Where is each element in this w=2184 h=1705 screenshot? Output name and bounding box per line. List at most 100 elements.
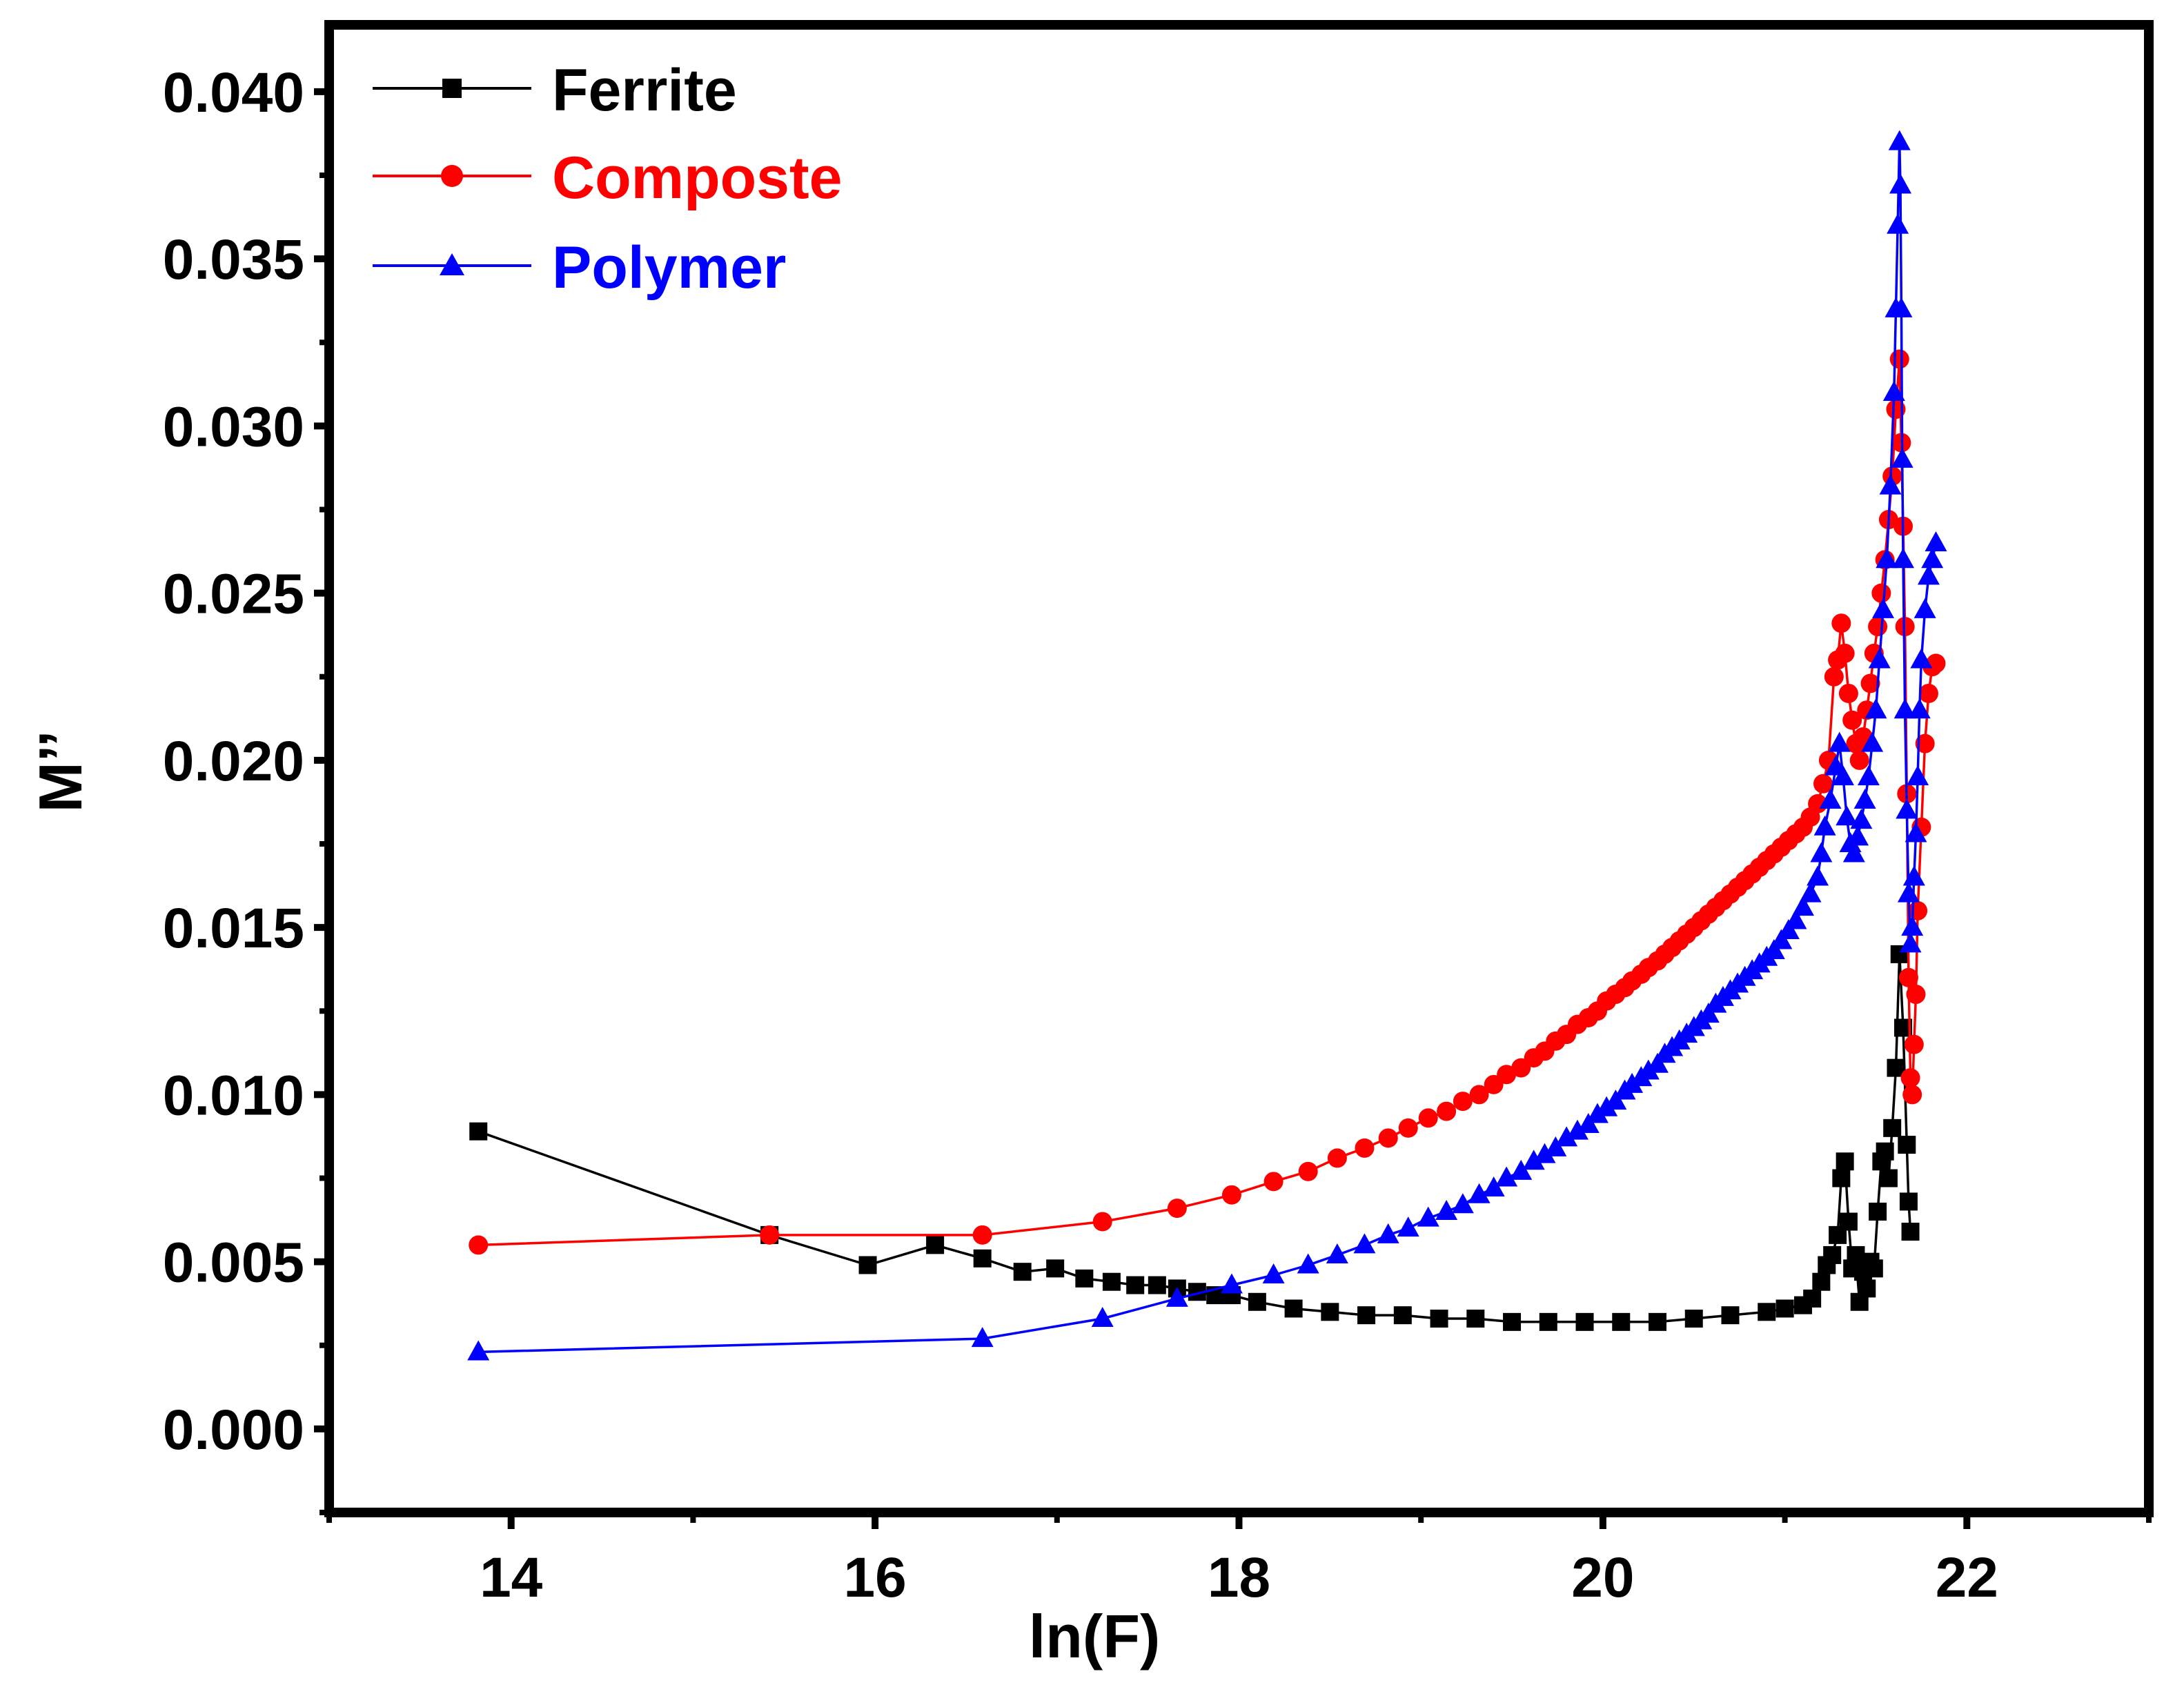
data-point-polymer xyxy=(1468,1183,1491,1203)
data-point-ferrite xyxy=(1883,1118,1902,1137)
data-point-ferrite xyxy=(1248,1292,1266,1311)
data-point-composte xyxy=(1469,1085,1489,1105)
data-point-polymer xyxy=(1907,765,1929,786)
data-point-ferrite xyxy=(1284,1299,1303,1318)
y-tick-label: 0.025 xyxy=(163,563,304,626)
data-point-polymer xyxy=(1891,447,1914,468)
data-point-ferrite xyxy=(1775,1299,1794,1318)
x-tick-label: 18 xyxy=(1208,1546,1270,1609)
data-point-composte xyxy=(1838,683,1858,703)
data-point-ferrite xyxy=(1876,1142,1894,1161)
data-point-composte xyxy=(1849,750,1869,770)
data-point-ferrite xyxy=(1503,1312,1522,1331)
data-point-polymer xyxy=(971,1327,994,1348)
data-point-composte xyxy=(1398,1118,1418,1138)
data-point-ferrite xyxy=(1832,1169,1851,1187)
data-point-polymer xyxy=(1847,825,1869,846)
data-point-ferrite xyxy=(1046,1259,1065,1278)
data-point-polymer xyxy=(1397,1216,1419,1237)
data-point-polymer xyxy=(1533,1143,1556,1163)
x-tick-label: 16 xyxy=(843,1546,906,1609)
data-point-polymer xyxy=(1921,548,1944,569)
data-point-polymer xyxy=(1577,1112,1600,1133)
data-point-polymer xyxy=(1451,1193,1474,1214)
data-point-polymer xyxy=(1566,1119,1588,1140)
data-point-composte xyxy=(1263,1172,1283,1192)
data-point-polymer xyxy=(1914,598,1936,618)
data-point-polymer xyxy=(1893,698,1916,719)
data-point-polymer xyxy=(1853,789,1876,809)
data-point-polymer xyxy=(1810,842,1833,863)
data-point-polymer xyxy=(1828,731,1851,752)
data-point-polymer xyxy=(1850,809,1873,829)
data-point-ferrite xyxy=(469,1122,488,1141)
data-point-polymer xyxy=(1165,1286,1188,1307)
y-axis-title: M’’ xyxy=(26,731,95,813)
data-point-composte xyxy=(1900,1068,1920,1088)
data-point-ferrite xyxy=(926,1236,945,1254)
y-tick-label: 0.005 xyxy=(163,1232,304,1294)
data-point-polymer xyxy=(1091,1306,1114,1327)
data-point-polymer xyxy=(1887,213,1909,234)
data-point-composte xyxy=(1453,1092,1473,1112)
data-point-polymer xyxy=(1819,789,1842,809)
data-point-ferrite xyxy=(1102,1272,1121,1291)
data-point-polymer xyxy=(1417,1206,1439,1227)
data-point-composte xyxy=(1908,900,1928,920)
x-tick-label: 20 xyxy=(1571,1546,1634,1609)
data-point-ferrite xyxy=(1823,1245,1842,1264)
data-point-ferrite xyxy=(1539,1312,1557,1331)
y-tick-labels: 0.000 0.005 0.010 0.015 0.020 0.025 0.030 0.035… xyxy=(163,61,304,1461)
data-point-polymer xyxy=(1836,805,1858,826)
data-point-composte xyxy=(1871,583,1891,603)
data-point-composte xyxy=(1902,1085,1922,1105)
series-composte xyxy=(469,349,1946,1255)
data-point-composte xyxy=(1221,1185,1241,1205)
legend-marker-ferrite xyxy=(442,79,462,98)
data-point-polymer xyxy=(1899,932,1922,953)
data-point-ferrite xyxy=(1836,1152,1854,1171)
x-tick-labels: 14 16 18 20 22 xyxy=(480,1546,1998,1609)
data-point-polymer xyxy=(1784,909,1807,929)
data-point-ferrite xyxy=(1612,1312,1631,1331)
data-point-composte xyxy=(1378,1128,1398,1148)
data-point-composte xyxy=(1831,613,1851,633)
series-line-ferrite xyxy=(478,953,1912,1323)
data-point-ferrite xyxy=(1879,1169,1898,1187)
data-point-composte xyxy=(1824,667,1844,687)
data-point-ferrite xyxy=(1839,1212,1858,1231)
data-point-composte xyxy=(1868,617,1888,637)
data-point-composte xyxy=(1167,1199,1187,1219)
y-tick-label: 0.040 xyxy=(163,61,304,124)
data-point-polymer xyxy=(1697,1003,1720,1023)
data-point-composte xyxy=(1915,733,1935,753)
data-point-polymer xyxy=(1861,731,1884,752)
data-point-polymer xyxy=(1917,564,1940,585)
data-point-ferrite xyxy=(1898,1136,1916,1154)
data-point-composte xyxy=(1889,349,1909,369)
data-point-ferrite xyxy=(1649,1312,1667,1331)
data-point-composte xyxy=(1906,985,1926,1005)
data-point-polymer xyxy=(1762,939,1785,960)
data-point-ferrite xyxy=(1013,1263,1032,1281)
data-point-polymer xyxy=(1831,765,1854,786)
data-point-composte xyxy=(1092,1212,1112,1232)
y-tick-label: 0.015 xyxy=(163,897,304,960)
legend-item-composte: Composte xyxy=(373,145,842,211)
data-point-polymer xyxy=(1910,648,1933,669)
data-point-ferrite xyxy=(1126,1276,1145,1294)
data-point-ferrite xyxy=(1321,1303,1339,1321)
y-tick-label: 0.000 xyxy=(163,1399,304,1461)
data-point-polymer xyxy=(1544,1136,1567,1156)
legend-item-ferrite: Ferrite xyxy=(373,57,737,124)
data-point-ferrite xyxy=(1865,1259,1883,1278)
data-point-ferrite xyxy=(973,1249,992,1268)
data-point-ferrite xyxy=(1721,1306,1740,1325)
x-axis-title: ln(F) xyxy=(1029,1602,1161,1670)
data-point-ferrite xyxy=(1899,1192,1918,1211)
data-point-polymer xyxy=(1889,173,1912,194)
data-point-polymer xyxy=(1842,842,1865,863)
data-point-polymer xyxy=(1326,1243,1348,1263)
data-point-composte xyxy=(1886,400,1906,420)
data-point-composte xyxy=(1813,773,1833,794)
